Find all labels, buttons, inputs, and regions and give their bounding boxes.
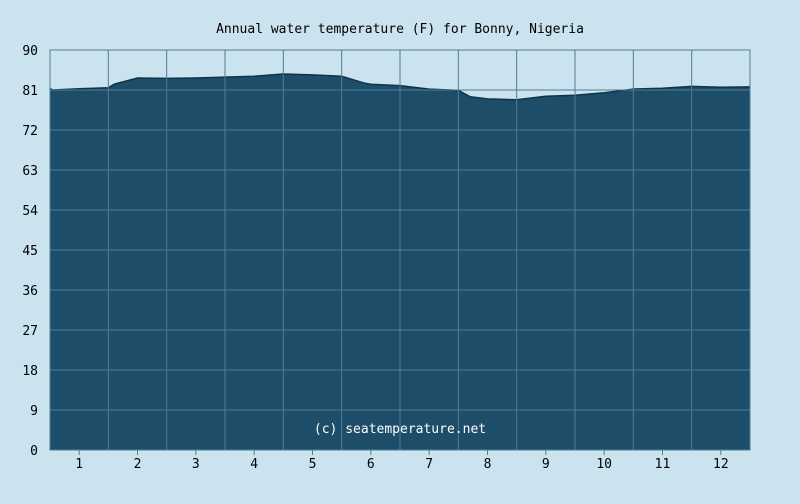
y-tick-label: 36: [22, 284, 38, 299]
watermark-text: (c) seatemperature.net: [314, 422, 486, 437]
temperature-line: [49, 73, 751, 101]
y-tick-label: 90: [22, 44, 38, 59]
x-tick-label: 5: [309, 457, 317, 472]
y-tick-label: 63: [22, 164, 38, 179]
x-tick-label: 10: [596, 457, 612, 472]
y-tick-label: 72: [22, 124, 38, 139]
y-tick-label: 45: [22, 244, 38, 259]
y-tick-label: 18: [22, 364, 38, 379]
x-tick-label: 1: [75, 457, 83, 472]
y-tick-label: 54: [22, 204, 38, 219]
y-tick-label: 0: [30, 444, 38, 459]
x-tick-label: 6: [367, 457, 375, 472]
x-tick-label: 11: [655, 457, 671, 472]
y-tick-label: 81: [22, 84, 38, 99]
plot-frame: [49, 49, 751, 451]
x-tick-label: 7: [425, 457, 433, 472]
y-tick-label: 27: [22, 324, 38, 339]
x-tick-label: 3: [192, 457, 200, 472]
x-tick-label: 4: [250, 457, 258, 472]
x-tick-label: 2: [134, 457, 142, 472]
x-tick-label: 8: [484, 457, 492, 472]
x-tick-label: 12: [713, 457, 729, 472]
plot-area: [49, 49, 751, 450]
chart-title: Annual water temperature (F) for Bonny, …: [216, 22, 584, 37]
x-tick-label: 9: [542, 457, 550, 472]
y-tick-label: 9: [30, 404, 38, 419]
